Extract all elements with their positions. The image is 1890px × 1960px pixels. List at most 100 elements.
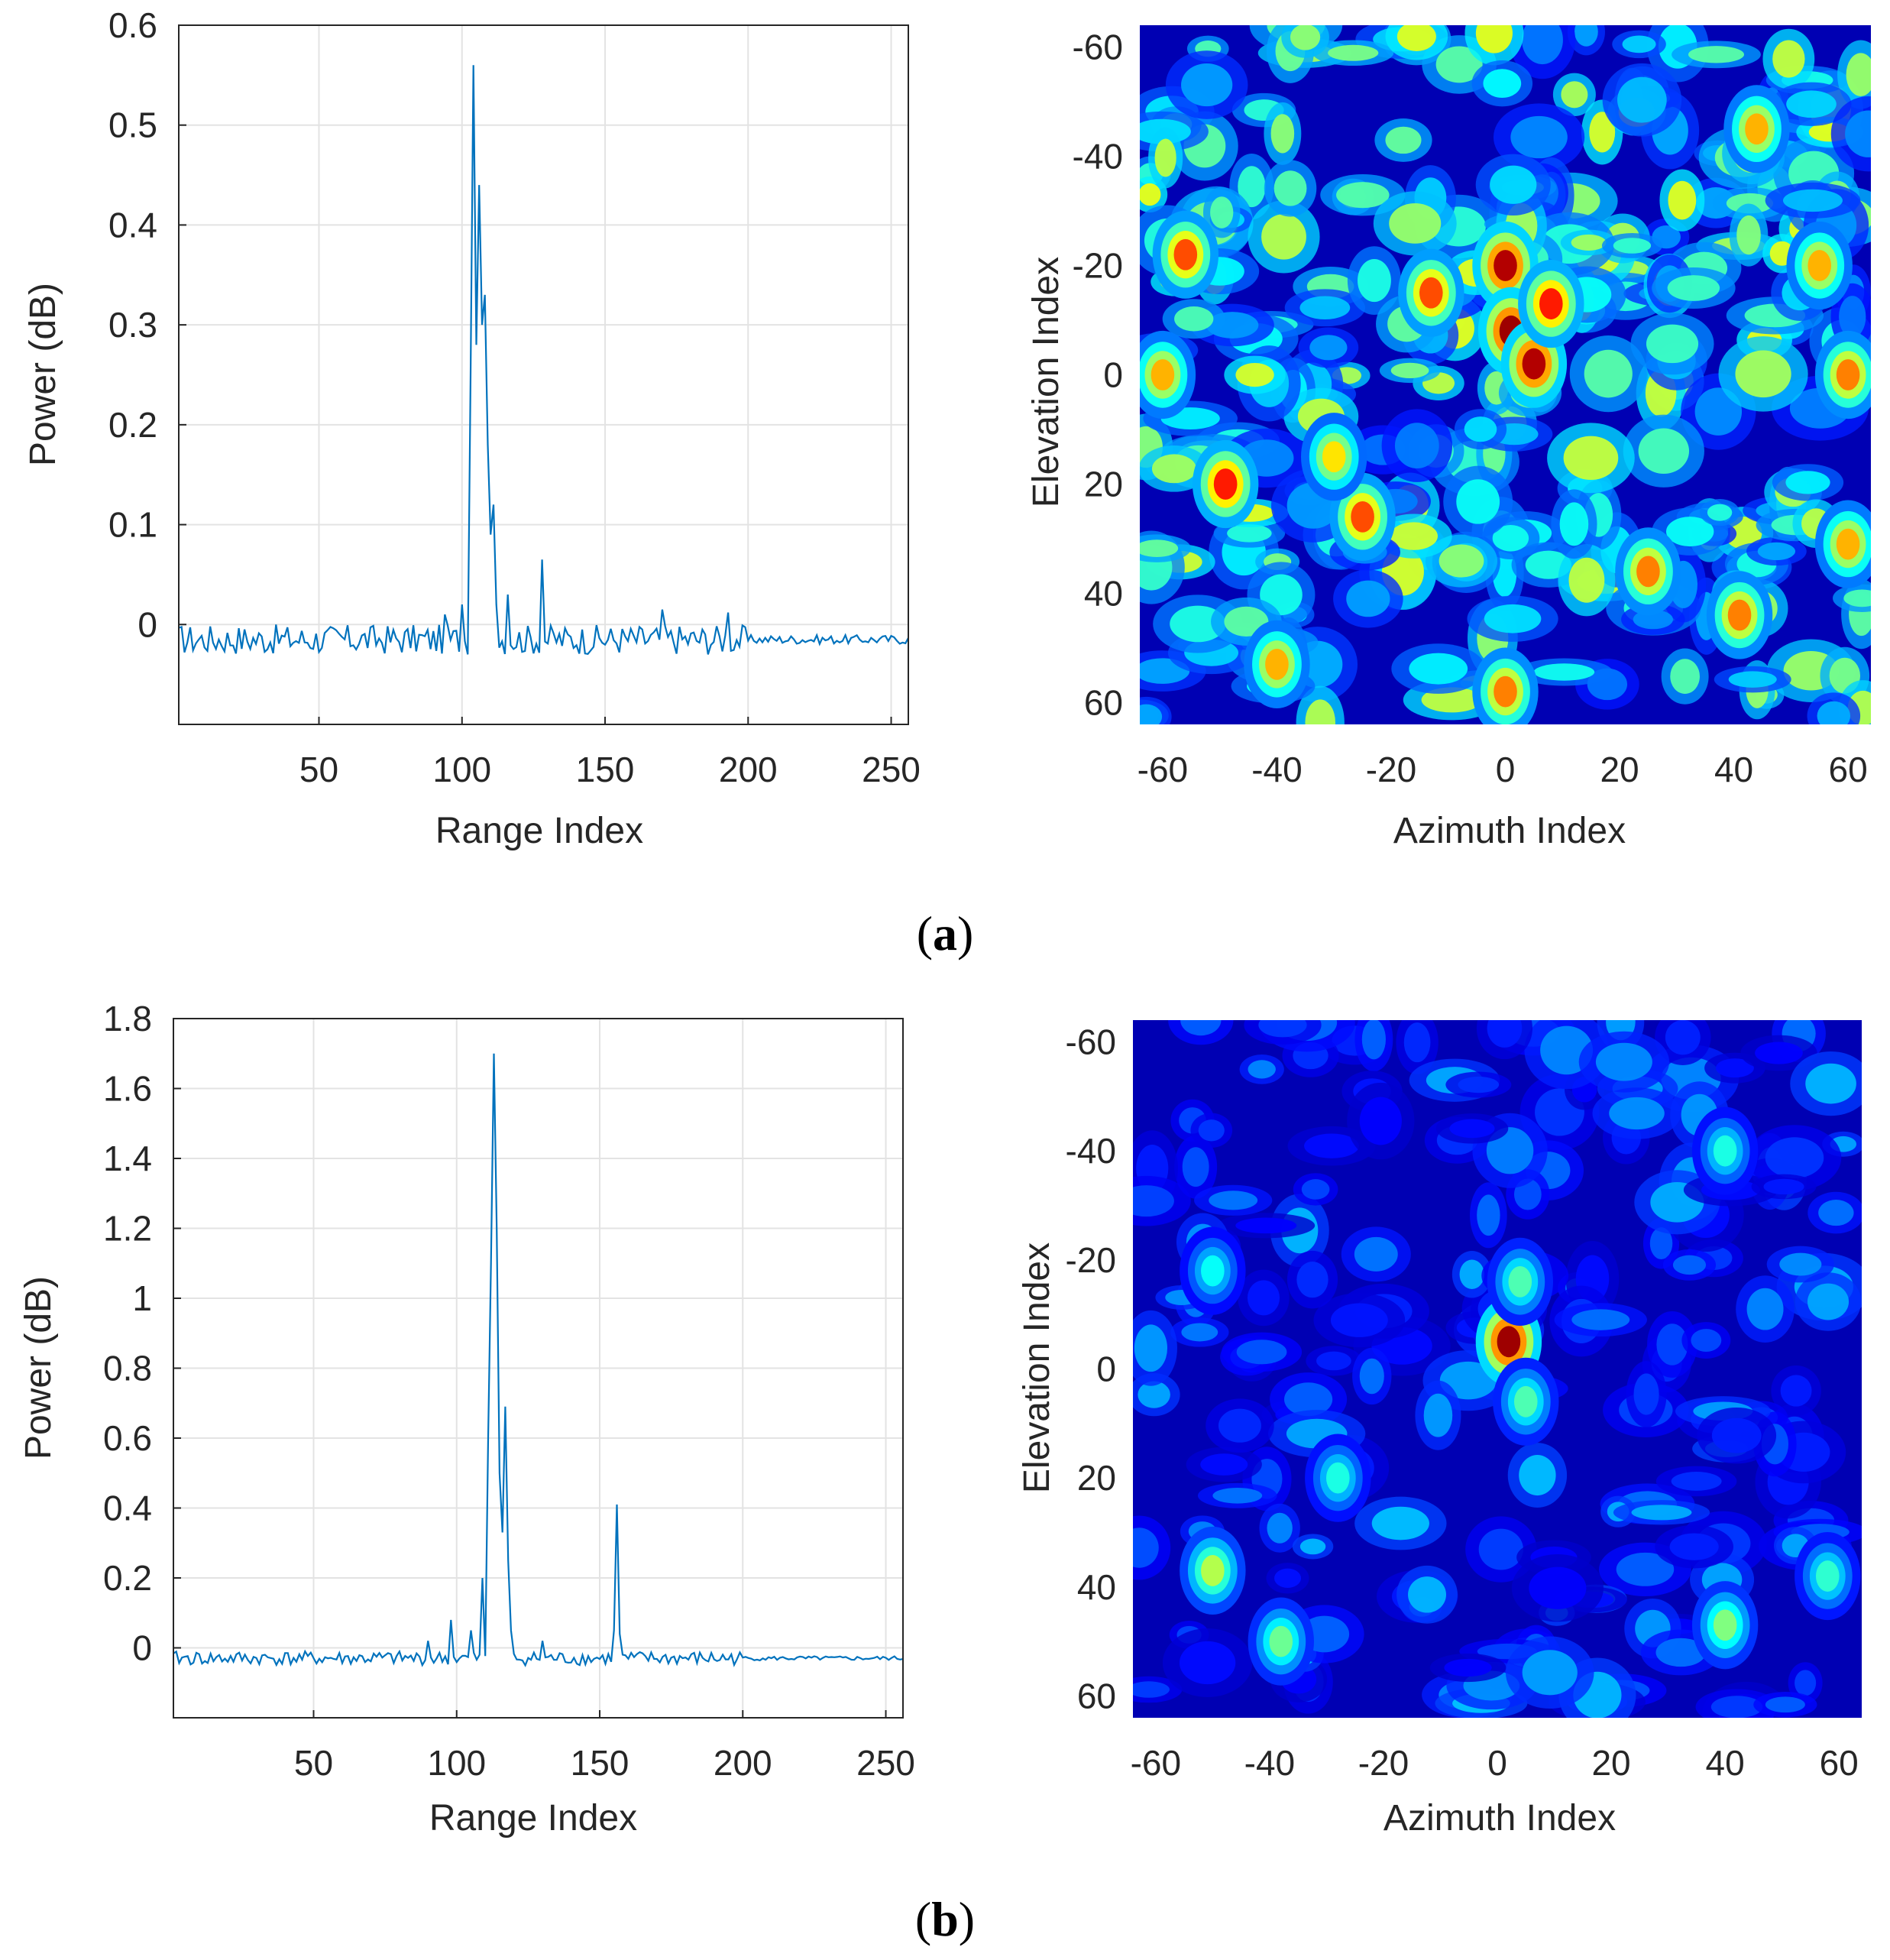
y-axis-label: Power (dB) [18, 1276, 59, 1459]
heat-blob [1707, 504, 1733, 521]
x-ticks: -60 -40 -20 0 20 40 60 [1138, 750, 1868, 789]
x-tick-label: 0 [1487, 1743, 1507, 1783]
y-tick-label: 20 [1084, 464, 1123, 504]
heat-blob [1571, 234, 1607, 251]
heat-hotspot [1151, 359, 1175, 390]
heat-blob [1589, 112, 1616, 153]
heat-blob [1409, 653, 1468, 685]
heat-blob [1408, 1576, 1446, 1613]
y-tick-label: 0.5 [108, 105, 157, 145]
heat-blob [1390, 522, 1438, 550]
heat-blob [1779, 1252, 1822, 1276]
y-tick-label: 60 [1077, 1676, 1116, 1715]
heat-blob [1519, 1455, 1556, 1496]
heat-hotspot [1713, 1609, 1737, 1641]
heat-blob [1669, 1533, 1719, 1560]
x-tick-label: -60 [1131, 1743, 1181, 1783]
heat-blob [1655, 1638, 1706, 1667]
heat-blob [1133, 1681, 1170, 1698]
heat-hotspot [1815, 1560, 1840, 1592]
heat-blob [1182, 1147, 1209, 1187]
heat-blob [1568, 557, 1605, 603]
heat-blob [1613, 238, 1652, 254]
x-tick-label: 250 [856, 1743, 915, 1783]
heat-hotspot [1836, 359, 1860, 390]
plot-frame [178, 24, 909, 725]
heat-blob [1403, 1022, 1431, 1063]
heat-blob [1668, 180, 1697, 220]
heat-blob [1765, 1137, 1824, 1178]
heat-blob [1134, 1324, 1168, 1372]
heat-blob [1609, 1097, 1665, 1130]
y-tick-label: 1 [132, 1278, 152, 1318]
y-tick-label: 40 [1077, 1567, 1116, 1607]
heat-blob [1477, 1194, 1500, 1236]
y-tick-label: -40 [1066, 1131, 1116, 1171]
x-tick-label: 50 [294, 1743, 333, 1783]
heat-blob [1247, 1280, 1280, 1316]
heat-blob [1464, 416, 1497, 442]
heat-blob [1746, 1288, 1784, 1330]
heat-blob [1487, 1020, 1523, 1048]
y-tick-label: -60 [1066, 1022, 1116, 1062]
heat-hotspot [1419, 277, 1443, 309]
heat-blob [1478, 1528, 1523, 1570]
x-tick-label: 0 [1496, 750, 1516, 789]
y-tick-label: 0 [1096, 1349, 1116, 1389]
heat-blob [1780, 1375, 1812, 1407]
heat-blob [1354, 1236, 1398, 1272]
y-tick-label: 0.6 [108, 5, 157, 45]
heat-blob [1359, 1097, 1402, 1145]
heat-blob [1785, 471, 1830, 494]
heat-blob [1218, 1408, 1261, 1443]
heat-blob [1646, 324, 1699, 364]
heat-blob [1513, 1178, 1542, 1210]
x-tick-label: 250 [862, 750, 921, 789]
x-axis-label: Range Index [429, 1798, 637, 1839]
heat-blob [1236, 1340, 1287, 1365]
y-tick-label: 0.2 [108, 405, 157, 445]
y-tick-label: -40 [1073, 137, 1123, 177]
y-axis-label: Power (dB) [23, 283, 63, 466]
y-tick-label: 1.2 [103, 1209, 152, 1249]
x-tick-label: -20 [1358, 1743, 1409, 1783]
x-axis-label: Range Index [435, 811, 643, 851]
heat-blob [1423, 1393, 1453, 1437]
y-tick-label: 0 [138, 604, 157, 644]
heat-blob [1736, 215, 1761, 255]
heat-blob [1795, 1670, 1817, 1696]
panel-label-b: (b) [915, 1892, 975, 1946]
heat-hotspot [1636, 556, 1660, 588]
heat-hotspot [1713, 1135, 1737, 1167]
heat-blob [1274, 1568, 1302, 1588]
x-tick-label: 60 [1829, 750, 1868, 789]
heat-hotspot [1513, 1385, 1538, 1417]
y-tick-label: 0 [132, 1628, 152, 1668]
heat-blob [1617, 76, 1667, 123]
heat-blob [1273, 170, 1307, 206]
heat-blob [1138, 1381, 1170, 1408]
heat-blob [1571, 1309, 1630, 1330]
heat-blob [1181, 63, 1233, 107]
heat-blob [1227, 524, 1272, 543]
heat-hotspot [1836, 528, 1860, 560]
y-axis-label: Elevation Index [1017, 1242, 1057, 1493]
heat-blob [1817, 701, 1851, 724]
heat-blob [1755, 1042, 1803, 1064]
heat-blob [1757, 542, 1795, 561]
y-tick-label: 0.3 [108, 305, 157, 345]
heat-blob [1665, 1020, 1701, 1055]
heat-hotspot [1522, 348, 1546, 380]
heat-blob [1483, 69, 1522, 99]
heat-blob [1449, 1119, 1495, 1139]
heat-blob [1671, 1472, 1722, 1491]
heat-blob [1584, 349, 1633, 398]
heat-blob [1330, 1303, 1388, 1337]
chart-b-range: 50 100 150 200 250 0 0.2 0.4 0.6 0.8 1 1.2 1.4 1.6 1.… [18, 999, 915, 1839]
grid [173, 1018, 903, 1718]
heat-blob [1371, 1506, 1429, 1540]
x-tick-label: 20 [1600, 750, 1639, 789]
heat-blob [1212, 1487, 1263, 1504]
heat-blob [1631, 1505, 1692, 1521]
heat-blob [1439, 544, 1484, 578]
